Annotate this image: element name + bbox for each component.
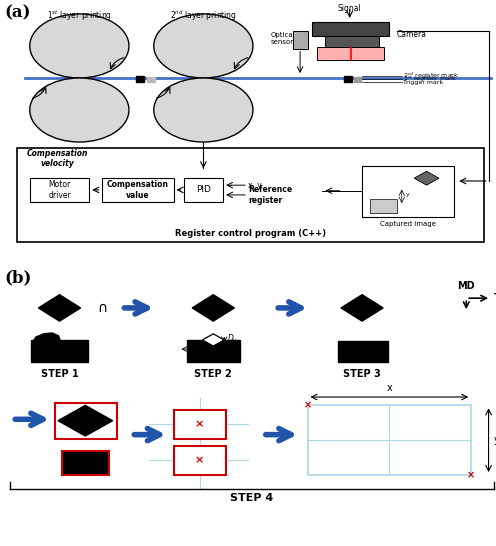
Bar bbox=[362, 165, 454, 217]
Text: ×: × bbox=[195, 455, 204, 465]
Text: 2$^{nd}$ layer printing: 2$^{nd}$ layer printing bbox=[170, 8, 237, 23]
Bar bbox=[338, 341, 388, 362]
Polygon shape bbox=[202, 334, 224, 346]
Bar bbox=[174, 410, 226, 439]
Text: -: - bbox=[229, 180, 233, 190]
Text: STEP 1: STEP 1 bbox=[41, 369, 78, 379]
Polygon shape bbox=[341, 295, 383, 321]
Bar bbox=[62, 452, 109, 475]
Bar bbox=[354, 77, 361, 82]
Text: y: y bbox=[494, 435, 496, 445]
Text: TD: TD bbox=[494, 293, 496, 303]
Bar bbox=[55, 402, 117, 439]
Text: MD: MD bbox=[457, 281, 475, 291]
Text: Compensation
value: Compensation value bbox=[107, 180, 169, 200]
Text: Signal: Signal bbox=[338, 4, 362, 13]
Text: Motor
driver: Motor driver bbox=[48, 180, 71, 200]
Text: x: x bbox=[386, 383, 392, 393]
Text: $D_x$: $D_x$ bbox=[206, 348, 217, 361]
Text: 1$^{st}$ register mark: 1$^{st}$ register mark bbox=[403, 74, 457, 84]
Bar bbox=[102, 178, 174, 202]
Polygon shape bbox=[414, 171, 439, 185]
Bar bbox=[325, 35, 379, 48]
Text: ×: × bbox=[467, 470, 475, 480]
Ellipse shape bbox=[154, 14, 253, 78]
Bar bbox=[370, 199, 397, 213]
Bar bbox=[308, 405, 471, 475]
Text: 1$^{st}$ layer printing: 1$^{st}$ layer printing bbox=[47, 8, 112, 23]
Text: (b): (b) bbox=[4, 269, 31, 286]
Text: (a): (a) bbox=[4, 4, 30, 21]
Bar bbox=[174, 446, 226, 475]
Text: $D_y$: $D_y$ bbox=[227, 334, 238, 347]
Text: x: x bbox=[382, 205, 386, 210]
Polygon shape bbox=[58, 405, 113, 436]
Text: STEP 4: STEP 4 bbox=[230, 493, 273, 503]
Bar bbox=[293, 31, 308, 49]
Polygon shape bbox=[34, 333, 61, 346]
Polygon shape bbox=[192, 295, 234, 321]
Bar bbox=[317, 48, 384, 60]
Text: STEP 3: STEP 3 bbox=[343, 369, 381, 379]
Polygon shape bbox=[39, 295, 80, 321]
Bar bbox=[344, 76, 352, 82]
Text: PID: PID bbox=[196, 186, 211, 194]
Text: Captured image: Captured image bbox=[380, 221, 435, 227]
Bar bbox=[30, 178, 89, 202]
Ellipse shape bbox=[154, 78, 253, 142]
Bar bbox=[147, 77, 155, 82]
Text: STEP 2: STEP 2 bbox=[194, 369, 232, 379]
Bar bbox=[184, 178, 223, 202]
Text: y: y bbox=[406, 192, 410, 197]
Bar bbox=[31, 340, 88, 362]
Text: 2$^{nd}$ register mark: 2$^{nd}$ register mark bbox=[403, 71, 459, 81]
Text: x, y: x, y bbox=[248, 181, 262, 189]
Text: Reference
register: Reference register bbox=[248, 185, 292, 205]
Bar bbox=[136, 76, 144, 82]
Text: $\cap$: $\cap$ bbox=[97, 301, 107, 315]
Ellipse shape bbox=[30, 14, 129, 78]
Text: Trigger mark: Trigger mark bbox=[403, 80, 443, 85]
Text: Register control program (C++): Register control program (C++) bbox=[175, 229, 326, 238]
Text: Camera: Camera bbox=[397, 31, 427, 39]
Text: Optical
sensor: Optical sensor bbox=[270, 32, 295, 45]
Text: ×: × bbox=[304, 400, 311, 411]
Bar bbox=[312, 22, 389, 36]
Bar bbox=[17, 147, 484, 242]
Bar bbox=[187, 340, 240, 362]
Text: Compensation
velocity: Compensation velocity bbox=[26, 149, 88, 168]
Ellipse shape bbox=[30, 78, 129, 142]
Text: ×: × bbox=[195, 419, 204, 429]
